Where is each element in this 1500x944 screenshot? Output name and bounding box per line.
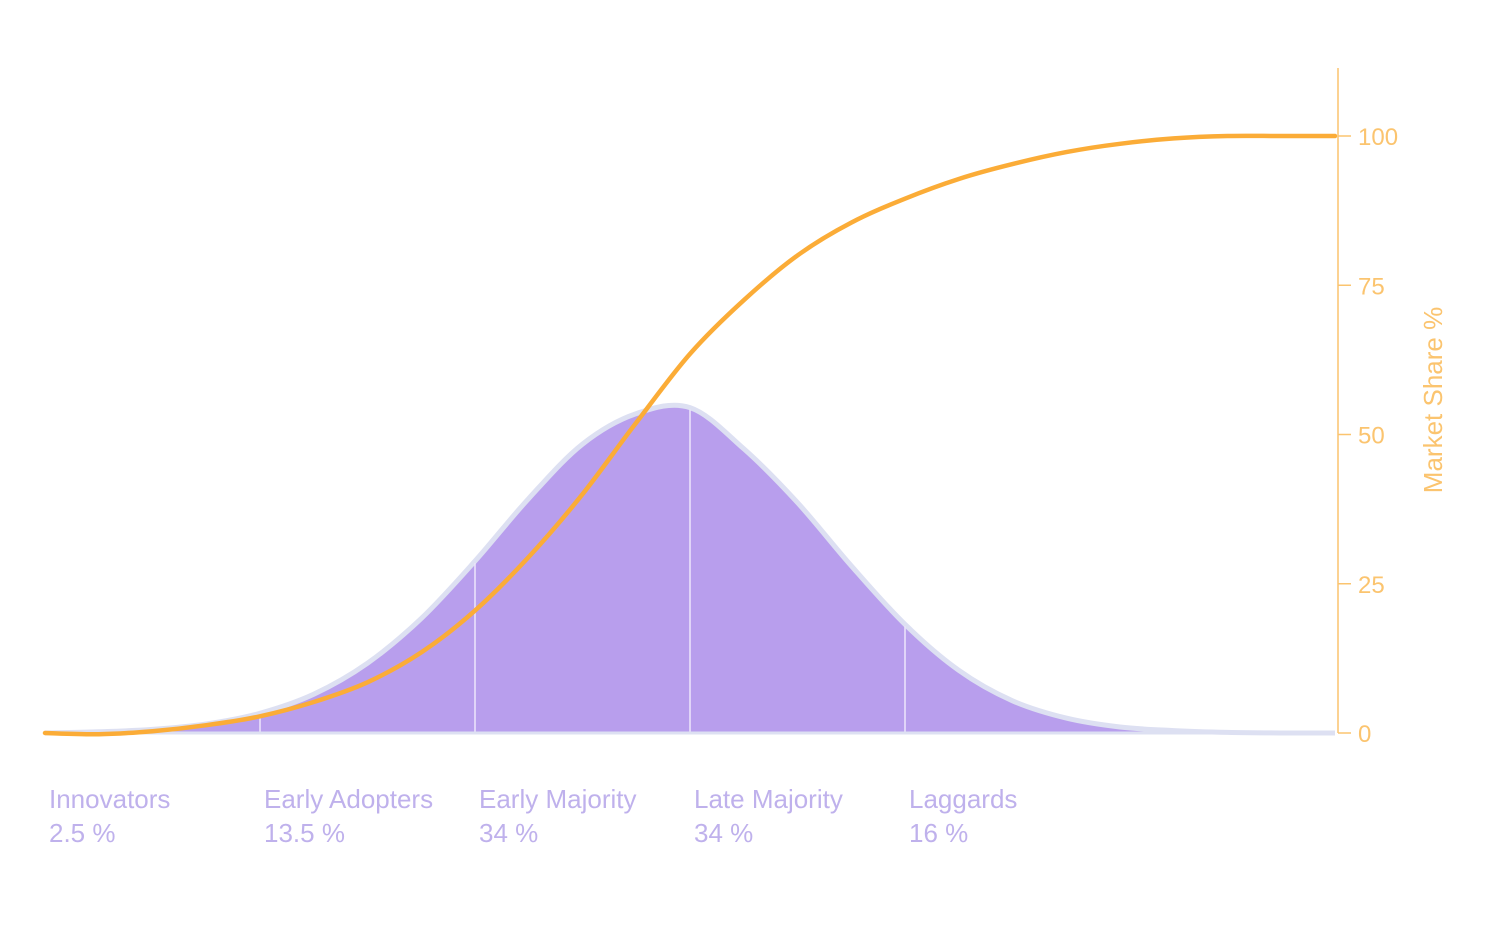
category-name-early-majority: Early Majority — [479, 784, 636, 814]
right-y-axis: 0 25 50 75 100 — [1337, 68, 1398, 748]
category-name-early-adopters: Early Adopters — [264, 784, 433, 814]
category-labels: Innovators 2.5 % Early Adopters 13.5 % Early… — [49, 784, 1017, 848]
y-tick-label-25: 25 — [1358, 572, 1385, 599]
category-name-laggards: Laggards — [909, 784, 1017, 814]
plot-area — [42, 133, 1338, 737]
category-name-late-majority: Late Majority — [694, 784, 843, 814]
bell-curve-outline — [44, 402, 1336, 736]
category-name-innovators: Innovators — [49, 784, 170, 814]
y-axis-title: Market Share % — [1418, 307, 1448, 493]
y-tick-label-100: 100 — [1358, 124, 1398, 151]
y-tick-label-75: 75 — [1358, 273, 1385, 300]
category-share-early-majority: 34 % — [479, 818, 538, 848]
y-tick-label-50: 50 — [1358, 423, 1385, 450]
y-tick-label-0: 0 — [1358, 721, 1371, 748]
category-share-laggards: 16 % — [909, 818, 968, 848]
category-share-innovators: 2.5 % — [49, 818, 116, 848]
category-share-late-majority: 34 % — [694, 818, 753, 848]
category-share-early-adopters: 13.5 % — [264, 818, 345, 848]
market-share-s-curve — [42, 133, 1338, 737]
